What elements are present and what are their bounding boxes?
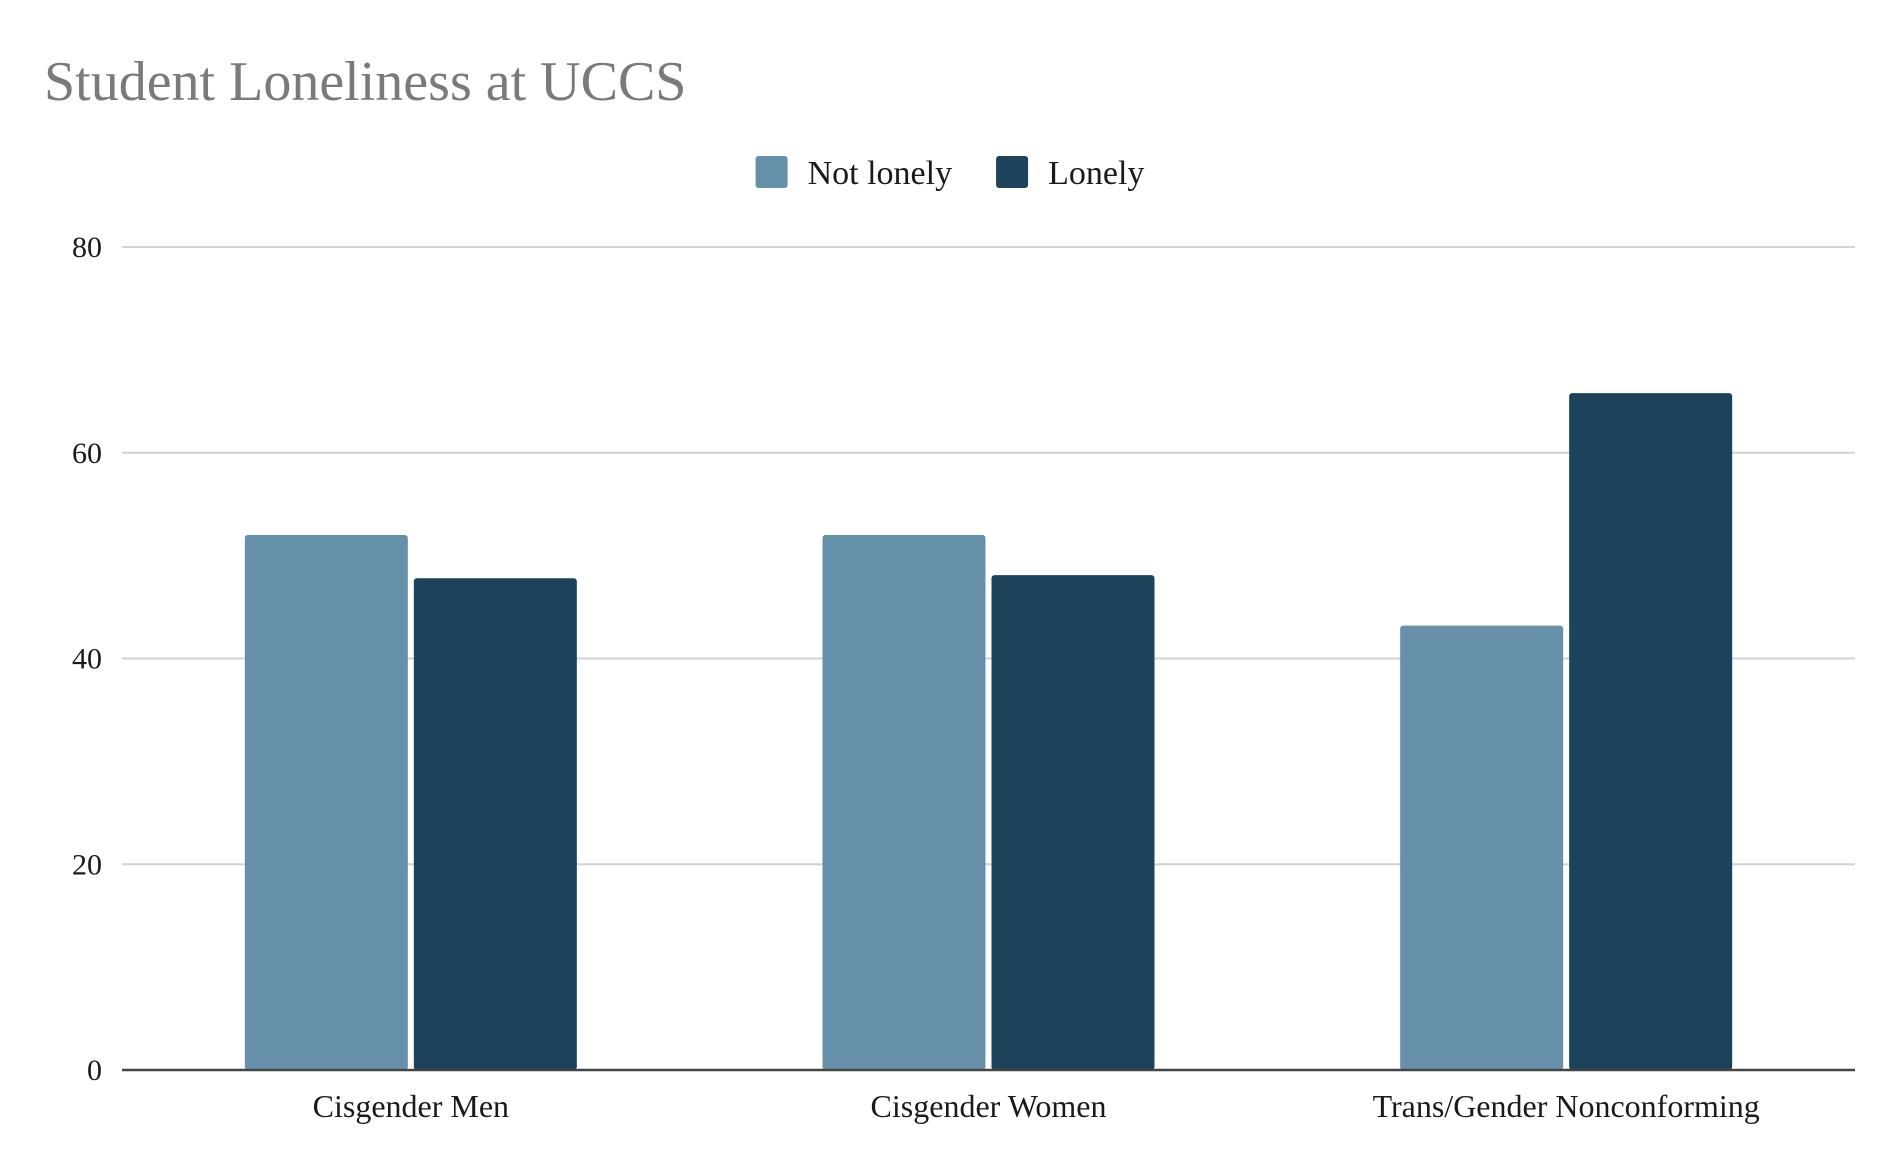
- bar-lonely-0: [413, 578, 577, 1070]
- legend-label: Not lonely: [808, 155, 952, 192]
- chart-title: Student Loneliness at UCCS: [44, 51, 686, 113]
- bar-lonely-2: [1569, 393, 1733, 1070]
- legend-swatch: [996, 156, 1029, 188]
- x-category-label: Cisgender Men: [313, 1088, 509, 1124]
- bar-not-lonely-0: [244, 535, 408, 1070]
- legend: Not lonely Lonely: [755, 155, 1144, 192]
- bar-lonely-1: [991, 575, 1155, 1070]
- bar-not-lonely-1: [822, 535, 986, 1070]
- bar-not-lonely-2: [1400, 625, 1564, 1070]
- x-category-label: Trans/Gender Nonconforming: [1373, 1088, 1760, 1124]
- y-tick-label: 20: [72, 848, 102, 881]
- y-tick-label: 40: [72, 643, 102, 676]
- x-category-label: Cisgender Women: [871, 1088, 1107, 1124]
- y-tick-label: 0: [87, 1054, 102, 1087]
- y-tick-label: 60: [72, 437, 102, 470]
- legend-item-not-lonely: Not lonely: [755, 155, 952, 192]
- y-axis-ticks: 0 20 40 60 80: [72, 231, 102, 1087]
- bars: [244, 393, 1733, 1070]
- gridlines: [122, 246, 1855, 866]
- legend-swatch: [755, 156, 788, 188]
- y-tick-label: 80: [72, 231, 102, 264]
- legend-label: Lonely: [1048, 155, 1144, 192]
- legend-item-lonely: Lonely: [996, 155, 1144, 192]
- x-axis-labels: Cisgender Men Cisgender Women Trans/Gender…: [313, 1088, 1760, 1124]
